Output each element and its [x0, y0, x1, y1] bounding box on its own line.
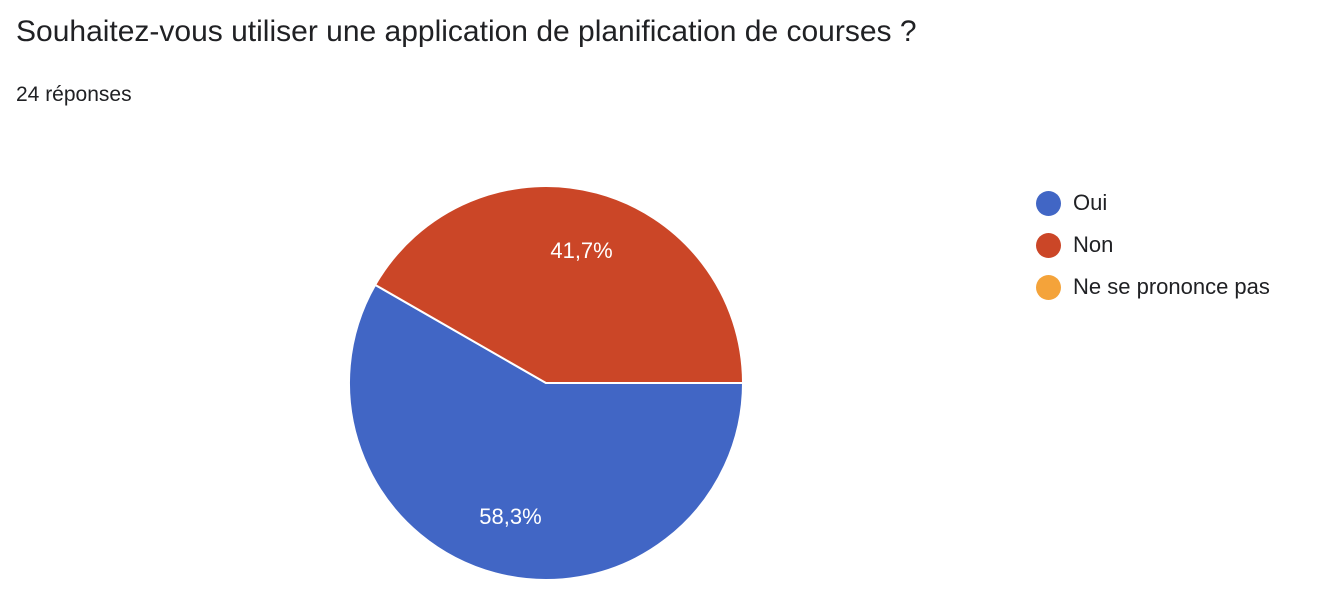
legend-label-oui: Oui	[1073, 190, 1108, 215]
chart-legend: Oui Non Ne se prononce pas	[1036, 182, 1270, 308]
slice-label-non: 41,7%	[550, 238, 612, 263]
legend-item-ne-se-prononce-pas[interactable]: Ne se prononce pas	[1036, 266, 1270, 308]
legend-swatch-oui	[1036, 190, 1061, 216]
legend-label-ne-se-prononce-pas: Ne se prononce pas	[1073, 274, 1270, 299]
legend-label-non: Non	[1073, 232, 1114, 257]
legend-item-oui[interactable]: Oui	[1036, 182, 1270, 224]
legend-item-non[interactable]: Non	[1036, 224, 1270, 266]
pie-slices	[348, 185, 744, 581]
question-title: Souhaitez-vous utiliser une application …	[16, 15, 917, 48]
legend-swatch-non	[1036, 232, 1061, 258]
legend-swatch-ne-se-prononce-pas	[1036, 274, 1061, 300]
pie-slice-oui[interactable]	[348, 283, 744, 581]
slice-label-oui: 58,3%	[479, 504, 541, 529]
response-count: 24 réponses	[16, 83, 132, 106]
pie-slice-non[interactable]	[374, 185, 744, 384]
pie-labels: 58,3% 41,7%	[479, 238, 612, 529]
